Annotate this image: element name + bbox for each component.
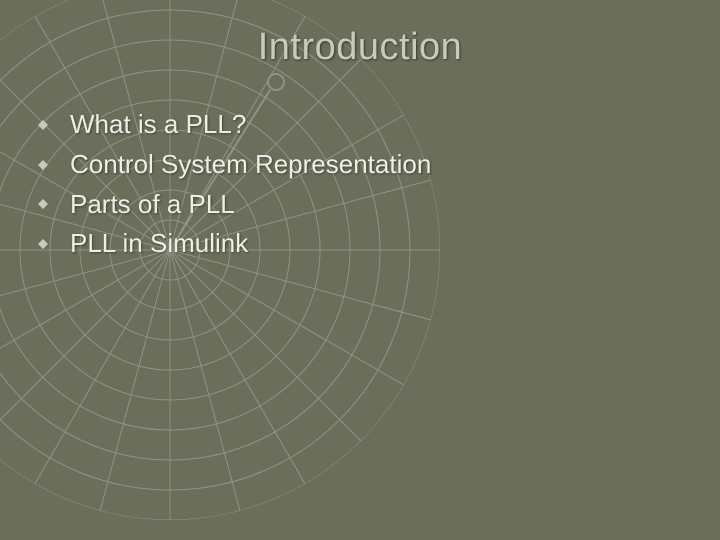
- bullet-text: Parts of a PLL: [70, 188, 235, 222]
- diamond-bullet-icon: [38, 199, 48, 209]
- bullet-list: What is a PLL? Control System Representa…: [36, 108, 684, 267]
- diamond-bullet-icon: [38, 239, 48, 249]
- diamond-bullet-icon: [38, 160, 48, 170]
- list-item: Control System Representation: [36, 148, 684, 182]
- slide: Introduction What is a PLL? Control Syst…: [0, 0, 720, 540]
- slide-title: Introduction: [0, 26, 720, 69]
- list-item: What is a PLL?: [36, 108, 684, 142]
- diamond-bullet-icon: [38, 120, 48, 130]
- bullet-text: PLL in Simulink: [70, 227, 248, 261]
- bullet-text: Control System Representation: [70, 148, 431, 182]
- list-item: PLL in Simulink: [36, 227, 684, 261]
- bullet-text: What is a PLL?: [70, 108, 246, 142]
- list-item: Parts of a PLL: [36, 188, 684, 222]
